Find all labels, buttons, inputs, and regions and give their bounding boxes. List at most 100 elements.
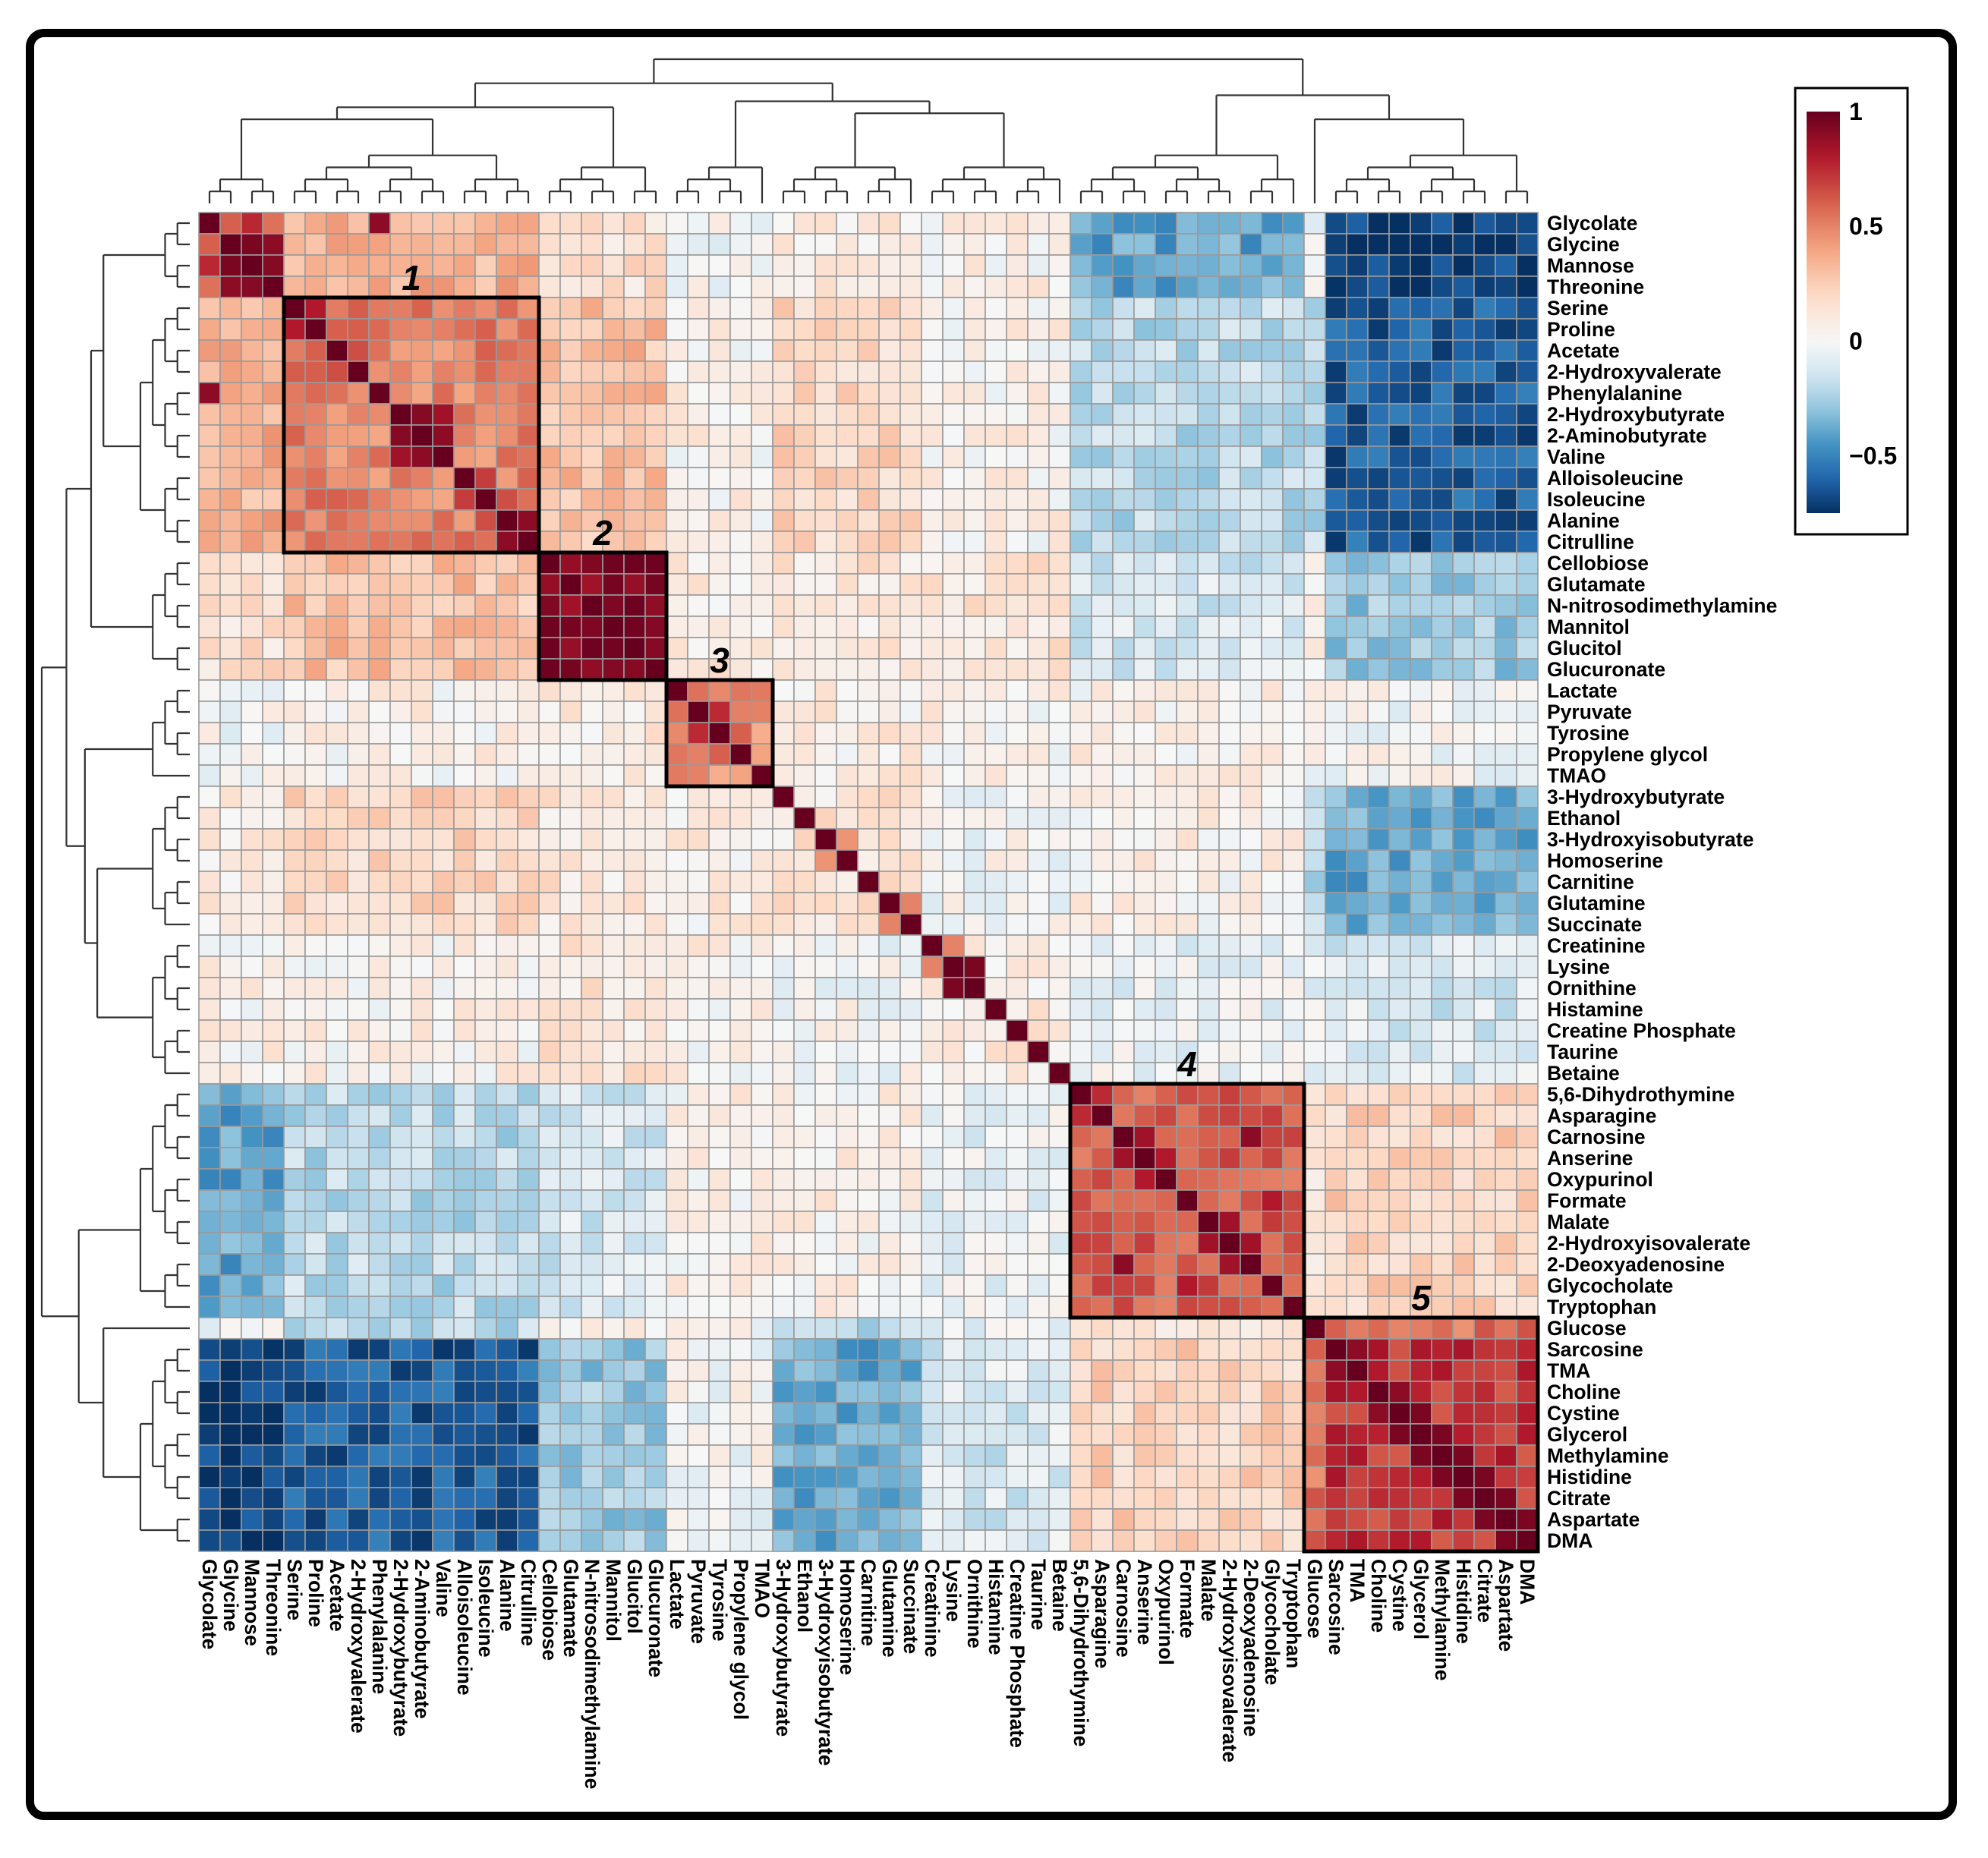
heatmap-cell — [432, 764, 455, 787]
heatmap-cell — [1452, 1402, 1475, 1425]
heatmap-cell — [241, 403, 263, 426]
row-label: Glutamine — [1547, 892, 1646, 915]
heatmap-cell — [1367, 1253, 1390, 1276]
heatmap-cell — [1367, 1126, 1390, 1148]
heatmap-cell — [1176, 998, 1199, 1021]
heatmap-cell — [814, 956, 837, 978]
heatmap-cell — [1495, 1019, 1517, 1042]
heatmap-cell — [1006, 1444, 1029, 1467]
heatmap-cell — [1367, 1041, 1390, 1063]
heatmap-cell — [1516, 212, 1539, 235]
heatmap-cell — [453, 233, 476, 256]
heatmap-cell — [644, 658, 667, 681]
heatmap-cell — [1303, 977, 1326, 1000]
heatmap-cell — [1282, 1147, 1305, 1170]
heatmap-cell — [1346, 1232, 1369, 1255]
row-label: 2-Hydroxyisovalerate — [1547, 1232, 1750, 1255]
heatmap-cell — [1112, 573, 1135, 596]
heatmap-cell — [283, 254, 306, 277]
heatmap-cell — [496, 1168, 518, 1191]
heatmap-cell — [1410, 1189, 1432, 1212]
heatmap-cell — [1240, 573, 1262, 596]
heatmap-cell — [772, 1211, 795, 1233]
heatmap-cell — [496, 1083, 518, 1106]
heatmap-cell — [283, 403, 306, 426]
heatmap-cell — [1133, 318, 1156, 341]
heatmap-cell — [538, 1466, 561, 1488]
heatmap-cell — [772, 1296, 795, 1318]
heatmap-cell — [1048, 701, 1071, 723]
heatmap-cell — [538, 913, 561, 936]
heatmap-cell — [538, 956, 561, 978]
heatmap-cell — [304, 934, 327, 957]
heatmap-cell — [1367, 743, 1390, 766]
heatmap-cell — [1048, 1338, 1071, 1361]
heatmap-cell — [602, 1083, 625, 1106]
heatmap-cell — [1346, 616, 1369, 638]
heatmap-cell — [1282, 467, 1305, 490]
heatmap-cell — [963, 1232, 986, 1255]
heatmap-cell — [921, 297, 944, 320]
heatmap-cell — [623, 276, 646, 298]
heatmap-cell — [857, 892, 880, 915]
row-label: Lysine — [1547, 956, 1610, 978]
heatmap-cell — [1410, 892, 1432, 915]
heatmap-cell — [1261, 1126, 1284, 1148]
heatmap-cell — [1218, 531, 1241, 553]
heatmap-cell — [411, 1126, 433, 1148]
heatmap-cell — [836, 956, 859, 978]
heatmap-cell — [666, 339, 688, 362]
heatmap-cell — [1261, 1083, 1284, 1106]
heatmap-cell — [729, 637, 752, 660]
heatmap-cell — [262, 297, 285, 320]
heatmap-cell — [644, 871, 667, 893]
heatmap-cell — [1197, 1487, 1220, 1510]
heatmap-cell — [857, 1529, 880, 1552]
heatmap-cell — [793, 488, 816, 511]
heatmap-cell — [857, 1423, 880, 1446]
heatmap-cell — [1155, 807, 1177, 830]
heatmap-cell — [347, 1359, 370, 1382]
heatmap-cell — [1176, 509, 1199, 532]
heatmap-cell — [623, 1338, 646, 1361]
heatmap-cell — [942, 786, 965, 808]
heatmap-cell — [687, 1147, 710, 1170]
heatmap-cell — [1431, 552, 1454, 575]
heatmap-cell — [1495, 1274, 1517, 1297]
heatmap-cell — [772, 998, 795, 1021]
heatmap-cell — [1112, 807, 1135, 830]
heatmap-cell — [1431, 339, 1454, 362]
heatmap-cell — [793, 318, 816, 341]
heatmap-cell — [942, 828, 965, 851]
heatmap-cell — [857, 722, 880, 745]
heatmap-cell — [241, 1062, 263, 1085]
heatmap-cell — [623, 424, 646, 447]
heatmap-cell — [602, 1296, 625, 1318]
heatmap-cell — [496, 892, 518, 915]
heatmap-cell — [814, 339, 837, 362]
heatmap-cell — [389, 1338, 412, 1361]
heatmap-cell — [1346, 956, 1369, 978]
heatmap-cell — [602, 1253, 625, 1276]
heatmap-cell — [1495, 1317, 1517, 1340]
heatmap-cell — [836, 828, 859, 851]
heatmap-cell — [963, 998, 986, 1021]
heatmap-cell — [1473, 1466, 1496, 1488]
heatmap-cell — [942, 1317, 965, 1340]
heatmap-cell — [1048, 488, 1071, 511]
heatmap-cell — [198, 658, 221, 681]
heatmap-cell — [708, 1317, 731, 1340]
heatmap-cell — [1473, 1211, 1496, 1233]
heatmap-cell — [666, 956, 688, 978]
heatmap-cell — [1070, 1211, 1092, 1233]
heatmap-cell — [942, 956, 965, 978]
heatmap-cell — [1006, 1381, 1029, 1403]
heatmap-cell — [496, 1402, 518, 1425]
heatmap-cell — [326, 254, 348, 277]
heatmap-cell — [1303, 722, 1326, 745]
heatmap-cell — [751, 1338, 773, 1361]
heatmap-cell — [942, 679, 965, 702]
heatmap-cell — [1218, 1381, 1241, 1403]
heatmap-cell — [985, 573, 1007, 596]
heatmap-cell — [262, 573, 285, 596]
